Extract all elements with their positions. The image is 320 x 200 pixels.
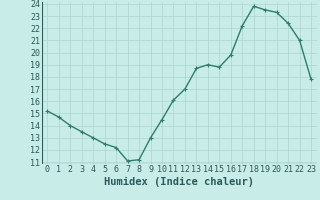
X-axis label: Humidex (Indice chaleur): Humidex (Indice chaleur) [104, 177, 254, 187]
